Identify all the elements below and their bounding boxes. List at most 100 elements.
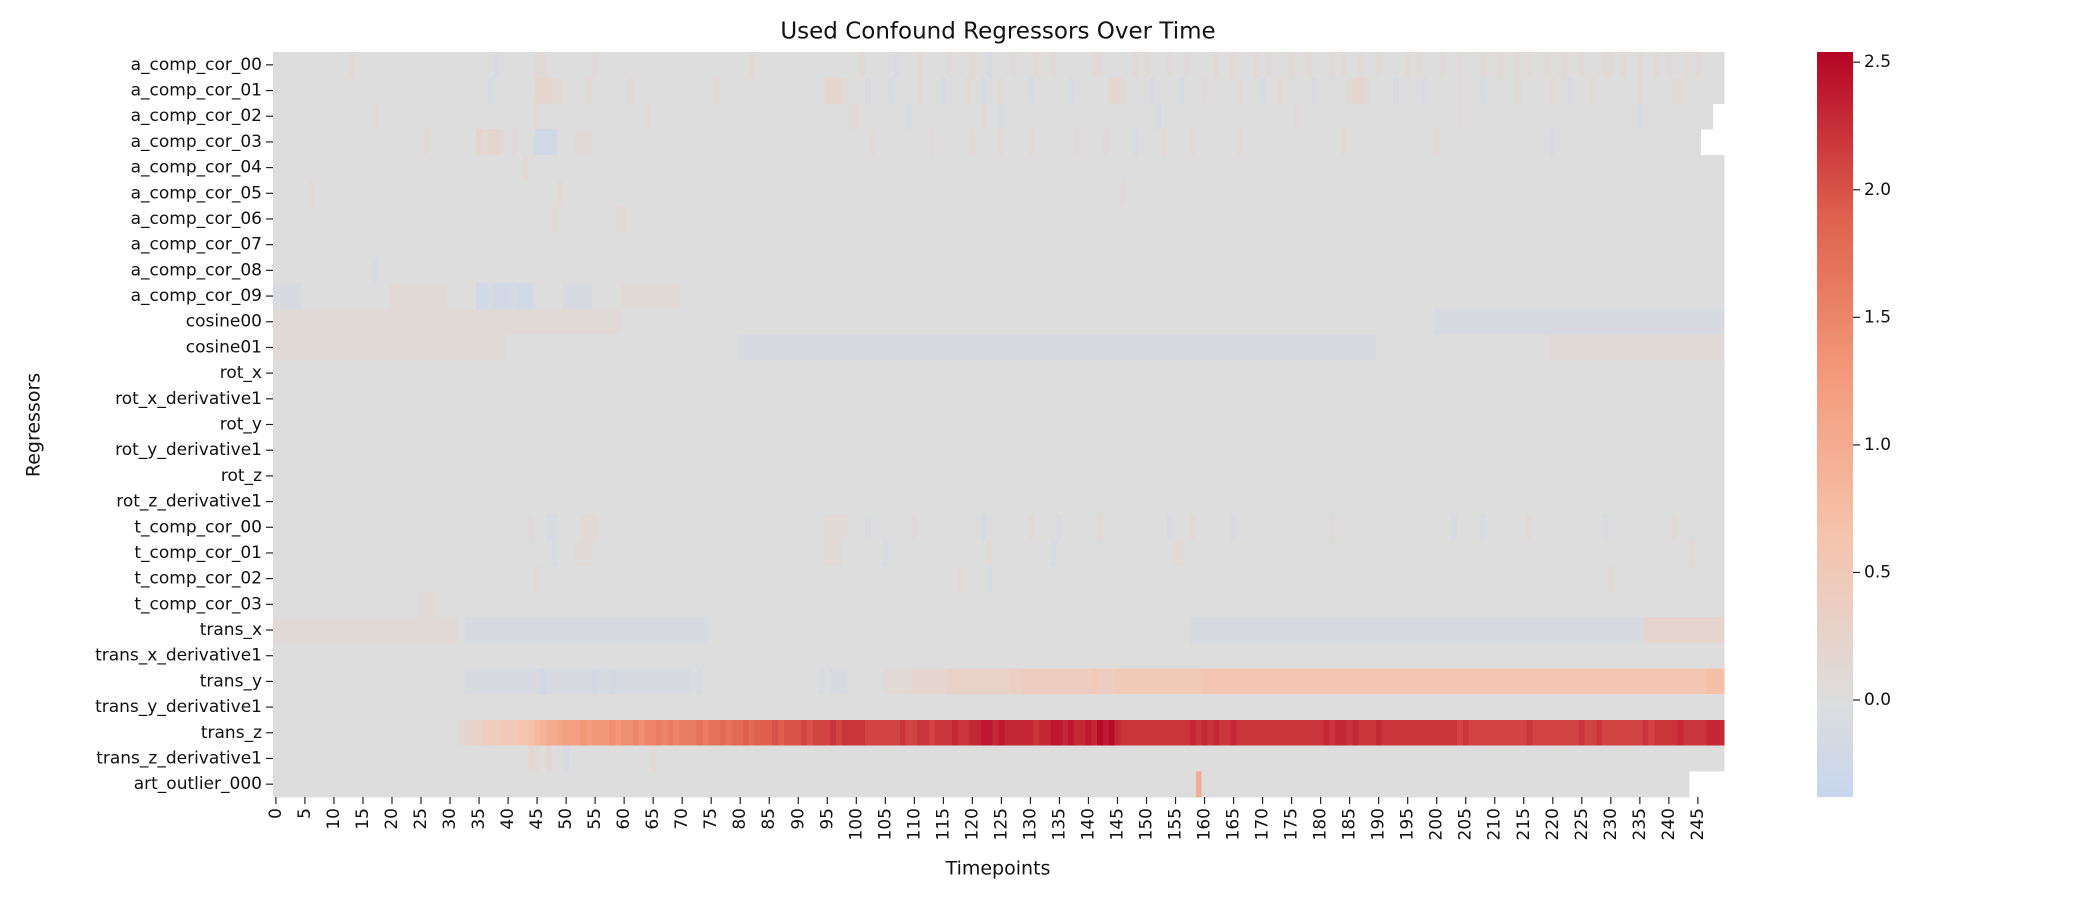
- heatmap-cell: [441, 52, 447, 78]
- heatmap-cell: [807, 78, 813, 104]
- heatmap-cell: [772, 103, 778, 129]
- heatmap-cell: [1532, 463, 1538, 489]
- heatmap-cell: [1248, 78, 1254, 104]
- heatmap-cell: [1364, 412, 1370, 438]
- heatmap-cell: [662, 360, 668, 386]
- heatmap-cell: [656, 309, 662, 335]
- heatmap-cell: [1411, 309, 1417, 335]
- heatmap-cell: [1416, 514, 1422, 540]
- heatmap-cell: [1451, 335, 1457, 361]
- heatmap-cell: [418, 206, 424, 232]
- heatmap-cell: [697, 309, 703, 335]
- heatmap-cell: [1335, 206, 1341, 232]
- heatmap-cell: [1405, 52, 1411, 78]
- heatmap-cell: [1115, 180, 1121, 206]
- heatmap-cell: [1091, 463, 1097, 489]
- heatmap-cell: [1620, 232, 1626, 258]
- heatmap-cell: [441, 309, 447, 335]
- heatmap-cell: [1486, 78, 1492, 104]
- heatmap-cell: [528, 463, 534, 489]
- heatmap-cell: [749, 103, 755, 129]
- heatmap-cell: [824, 386, 830, 412]
- heatmap-cell: [1393, 386, 1399, 412]
- heatmap-cell: [534, 335, 540, 361]
- heatmap-cell: [668, 514, 674, 540]
- heatmap-cell: [1550, 180, 1556, 206]
- heatmap-cell: [1370, 283, 1376, 309]
- heatmap-cell: [627, 155, 633, 181]
- heatmap-cell: [935, 78, 941, 104]
- heatmap-cell: [325, 155, 331, 181]
- heatmap-cell: [1254, 335, 1260, 361]
- heatmap-cell: [1306, 103, 1312, 129]
- heatmap-cell: [389, 540, 395, 566]
- heatmap-cell: [1509, 180, 1515, 206]
- heatmap-cell: [1074, 232, 1080, 258]
- heatmap-cell: [697, 258, 703, 284]
- heatmap-cell: [418, 412, 424, 438]
- heatmap-cell: [1556, 78, 1562, 104]
- heatmap-cell: [952, 514, 958, 540]
- heatmap-cell: [1329, 437, 1335, 463]
- heatmap-cell: [1318, 412, 1324, 438]
- heatmap-cell: [389, 386, 395, 412]
- heatmap-cell: [1300, 463, 1306, 489]
- heatmap-cell: [1132, 386, 1138, 412]
- heatmap-cell: [1086, 103, 1092, 129]
- heatmap-cell: [644, 103, 650, 129]
- heatmap-cell: [882, 412, 888, 438]
- heatmap-cell: [1254, 232, 1260, 258]
- heatmap-cell: [668, 309, 674, 335]
- heatmap-cell: [1631, 103, 1637, 129]
- heatmap-cell: [598, 463, 604, 489]
- heatmap-cell: [401, 180, 407, 206]
- heatmap-cell: [1440, 437, 1446, 463]
- heatmap-cell: [1236, 309, 1242, 335]
- heatmap-cell: [476, 232, 482, 258]
- heatmap-cell: [604, 180, 610, 206]
- heatmap-cell: [1132, 360, 1138, 386]
- heatmap-cell: [569, 180, 575, 206]
- heatmap-cell: [1678, 309, 1684, 335]
- heatmap-cell: [1300, 489, 1306, 515]
- heatmap-cell: [761, 335, 767, 361]
- heatmap-cell: [795, 232, 801, 258]
- heatmap-cell: [1120, 78, 1126, 104]
- heatmap-cell: [1202, 258, 1208, 284]
- heatmap-cell: [993, 412, 999, 438]
- heatmap-cell: [1469, 283, 1475, 309]
- heatmap-cell: [853, 103, 859, 129]
- heatmap-cell: [650, 232, 656, 258]
- heatmap-cell: [975, 283, 981, 309]
- heatmap-cell: [1202, 78, 1208, 104]
- heatmap-cell: [685, 155, 691, 181]
- heatmap-cell: [761, 52, 767, 78]
- heatmap-cell: [581, 360, 587, 386]
- heatmap-cell: [1405, 463, 1411, 489]
- heatmap-cell: [703, 232, 709, 258]
- heatmap-cell: [540, 180, 546, 206]
- heatmap-cell: [1178, 386, 1184, 412]
- heatmap-cell: [424, 386, 430, 412]
- heatmap-cell: [1608, 514, 1614, 540]
- heatmap-cell: [650, 78, 656, 104]
- heatmap-cell: [459, 386, 465, 412]
- heatmap-cell: [557, 206, 563, 232]
- heatmap-cell: [662, 437, 668, 463]
- heatmap-cell: [1312, 463, 1318, 489]
- heatmap-cell: [1271, 489, 1277, 515]
- heatmap-cell: [610, 258, 616, 284]
- heatmap-cell: [1126, 386, 1132, 412]
- heatmap-cell: [1399, 155, 1405, 181]
- heatmap-cell: [476, 52, 482, 78]
- heatmap-cell: [372, 360, 378, 386]
- heatmap-cell: [697, 489, 703, 515]
- heatmap-cell: [1503, 52, 1509, 78]
- heatmap-cell: [1358, 463, 1364, 489]
- heatmap-cell: [319, 232, 325, 258]
- heatmap-cell: [650, 463, 656, 489]
- heatmap-cell: [633, 489, 639, 515]
- heatmap-cell: [1561, 360, 1567, 386]
- heatmap-cell: [853, 335, 859, 361]
- heatmap-cell: [1289, 129, 1295, 155]
